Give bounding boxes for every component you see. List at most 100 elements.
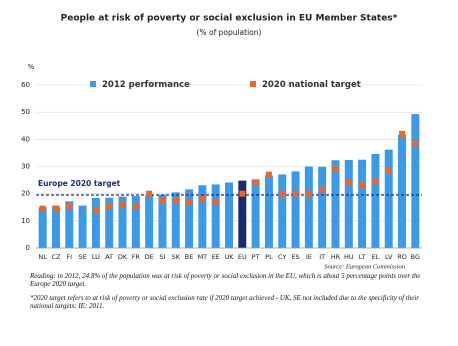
target-note: *2020 target refers to at risk of povert…: [30, 294, 420, 310]
target-marker: [52, 205, 59, 212]
legend-label: 2020 national target: [262, 80, 361, 90]
chart-subtitle: (% of population): [197, 28, 262, 37]
bar: [158, 194, 167, 248]
x-tick-label: MT: [198, 253, 208, 261]
x-tick-label: PL: [265, 253, 273, 261]
bar: [91, 198, 100, 248]
x-tick-label: EE: [212, 253, 220, 261]
bar: [65, 201, 74, 248]
bar: [371, 154, 380, 248]
target-marker: [332, 166, 339, 173]
bar: [171, 192, 180, 248]
target-marker: [252, 179, 259, 186]
x-tick-label: LU: [92, 253, 100, 261]
target-marker: [66, 202, 73, 209]
x-tick-label: IT: [319, 253, 325, 261]
bar: [78, 205, 87, 248]
bar: [131, 196, 140, 248]
target-marker: [39, 205, 46, 212]
bar: [198, 185, 207, 248]
target-marker: [265, 171, 272, 178]
target-marker: [319, 186, 326, 193]
x-tick-label: SE: [78, 253, 86, 261]
x-tick-label: BG: [411, 253, 420, 261]
bar: [251, 179, 260, 248]
x-tick-label: LT: [359, 253, 366, 261]
bar: [304, 166, 313, 248]
legend-swatch: [250, 81, 256, 87]
bar: [318, 166, 327, 248]
bar: [51, 206, 60, 248]
target-marker: [212, 198, 219, 205]
reading-note: Reading: in 2012, 24.8% of the populatio…: [30, 272, 421, 288]
x-tick-label: CZ: [51, 253, 61, 261]
target-marker: [199, 196, 206, 203]
bar: [145, 194, 154, 248]
bar: [358, 159, 367, 248]
x-tick-label: RO: [397, 253, 407, 261]
target-marker: [292, 190, 299, 197]
bar: [118, 196, 127, 248]
y-tick-label: 10: [21, 217, 30, 225]
legend-swatch: [90, 81, 96, 87]
y-tick-label: 0: [26, 244, 30, 252]
y-tick-label: 50: [21, 108, 30, 116]
target-marker: [146, 190, 153, 197]
x-tick-label: AT: [105, 253, 113, 261]
source: Source: European Commission: [324, 263, 405, 270]
target-marker: [305, 190, 312, 197]
bar: [344, 159, 353, 248]
x-tick-label: EL: [372, 253, 380, 261]
target-marker: [159, 197, 166, 204]
reference-label: Europe 2020 target: [38, 179, 121, 188]
bar: [38, 207, 47, 248]
x-tick-label: HU: [344, 253, 354, 261]
target-marker: [412, 140, 419, 147]
x-tick-label: SI: [159, 253, 165, 261]
target-marker: [279, 190, 286, 197]
target-marker: [119, 201, 126, 208]
x-tick-label: HR: [331, 253, 341, 261]
x-tick-label: SK: [172, 253, 181, 261]
bar: [384, 149, 393, 248]
y-tick-label: 20: [21, 190, 30, 198]
x-tick-label: IE: [306, 253, 312, 261]
bar: [185, 189, 194, 248]
x-tick-label: UK: [224, 253, 234, 261]
bar: [398, 134, 407, 248]
bar: [264, 175, 273, 248]
x-tick-label: DE: [145, 253, 154, 261]
x-tick-label: LV: [385, 253, 393, 261]
y-tick-label: 30: [21, 163, 30, 171]
bar: [278, 174, 287, 248]
target-marker: [186, 198, 193, 205]
target-marker: [239, 190, 246, 197]
bar: [105, 197, 114, 248]
target-marker: [132, 202, 139, 209]
bar: [331, 160, 340, 248]
target-marker: [385, 167, 392, 174]
target-marker: [172, 197, 179, 204]
bar: [291, 171, 300, 248]
target-marker: [106, 202, 113, 209]
target-marker: [345, 179, 352, 186]
target-marker: [372, 178, 379, 185]
y-axis-label: %: [28, 63, 35, 71]
target-marker: [359, 182, 366, 189]
y-tick-label: 40: [21, 135, 30, 143]
bar: [411, 114, 420, 249]
chart-title: People at risk of poverty or social excl…: [61, 14, 398, 24]
target-marker: [92, 206, 99, 213]
x-tick-label: NL: [38, 253, 47, 261]
x-tick-label: FI: [66, 253, 72, 261]
bar: [238, 180, 247, 248]
x-tick-label: DK: [118, 253, 128, 261]
x-tick-label: FR: [132, 253, 141, 261]
x-tick-label: EU: [238, 253, 247, 261]
legend-label: 2012 performance: [102, 80, 190, 90]
x-tick-label: CY: [278, 253, 286, 261]
x-tick-label: ES: [291, 253, 299, 261]
y-tick-label: 60: [21, 81, 30, 89]
